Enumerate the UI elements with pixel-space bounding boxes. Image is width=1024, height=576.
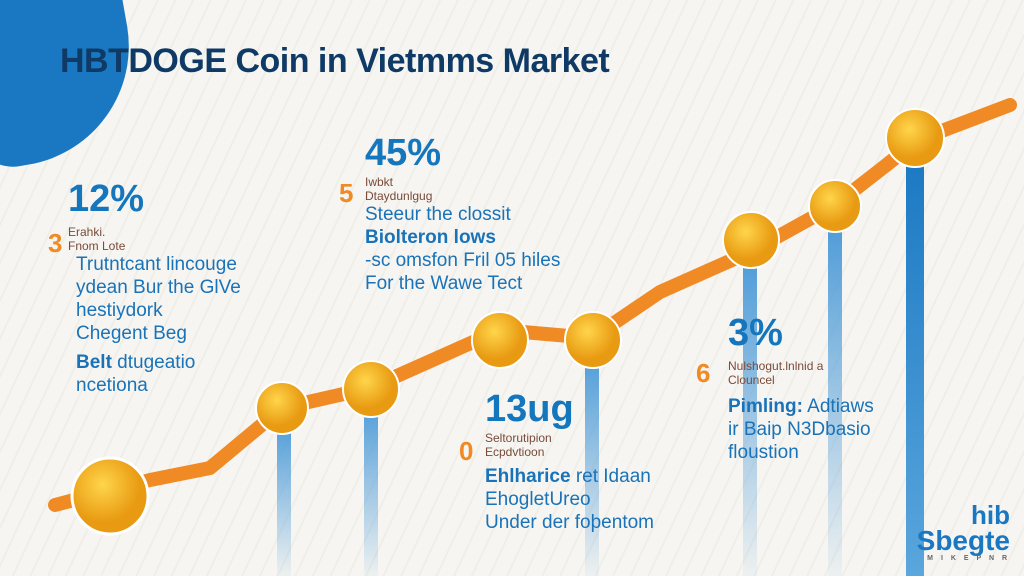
- bold-lead: Belt: [76, 352, 112, 373]
- text-line: -sc omsfon Fril 05 hiles: [365, 250, 561, 271]
- stat-percent: 12%: [68, 178, 145, 220]
- coin-icon: [808, 179, 862, 233]
- stat-text: Trutntcant lincouge ydean Bur the GlVe h…: [76, 253, 241, 397]
- bar: [828, 220, 842, 576]
- text-line: Trutntcant lincouge: [76, 254, 237, 275]
- text-line: dtugeatio: [111, 352, 196, 373]
- coin-icon: [564, 311, 622, 369]
- stat-caption: Seltorutipion Ecpdvtioon: [485, 431, 654, 459]
- bar: [585, 350, 599, 576]
- stat-caption: Iwbkt Dtaydunlgug: [365, 175, 560, 203]
- text-line: Under der foþentom: [485, 512, 654, 533]
- coin-icon: [471, 311, 529, 369]
- blue-bars: [277, 150, 924, 576]
- caption-line: Fnom Lote: [68, 239, 126, 253]
- brand-logo: hib Sbegte M I K E P N R: [916, 500, 1010, 562]
- logo-top: hib: [971, 500, 1010, 530]
- stat-text: Ehlharice ret Idaan EhogletUreo Under de…: [485, 465, 654, 534]
- stat-block-13: 13ug 0 Seltorutipion Ecpdvtioon Ehlharice…: [459, 388, 654, 534]
- coin-icon: [342, 360, 400, 418]
- stat-caption: Erahki. Fnom Lote: [68, 225, 241, 253]
- coin-icon: [70, 456, 150, 536]
- stat-caption: Nulshogut.lnlnid a Clouncel: [728, 359, 874, 387]
- text-line: ret Idaan: [570, 466, 651, 487]
- stat-percent: 3%: [728, 312, 783, 354]
- stat-block-3: 3% 6 Nulshogut.lnlnid a Clouncel Pimling:…: [696, 312, 874, 464]
- text-line: EhogletUreo: [485, 489, 591, 510]
- caption-line: Nulshogut.lnlnid a: [728, 359, 824, 373]
- stat-percent: 13ug: [485, 388, 574, 430]
- stat-block-45: 45% 5 Iwbkt Dtaydunlgug Steeur the clossi…: [339, 132, 560, 295]
- bar: [743, 255, 757, 576]
- text-line: ydean Bur the GlVe: [76, 277, 241, 298]
- stat-percent: 45%: [365, 132, 442, 174]
- bold-lead: Ehlharice: [485, 466, 571, 487]
- text-line: ir Baip N3Dbasio: [728, 419, 871, 440]
- text-line: Adtiaws: [802, 396, 874, 417]
- text-line: Steeur the clossit: [365, 204, 511, 225]
- caption-line: Clouncel: [728, 373, 775, 387]
- caption-line: Iwbkt: [365, 175, 394, 189]
- text-line: ncetiona: [76, 375, 148, 396]
- step-number: 0: [459, 436, 474, 466]
- caption-line: Seltorutipion: [485, 431, 552, 445]
- page-title: HBTDOGE Coin in Vietmms Market: [60, 42, 610, 80]
- stat-text: Pimling: Adtiaws ir Baip N3Dbasio floust…: [728, 395, 874, 464]
- coins: [70, 108, 945, 536]
- text-line: Chegent Beg: [76, 323, 187, 344]
- stat-block-12: 12% 3 Erahki. Fnom Lote Trutntcant lincou…: [48, 178, 241, 397]
- bar: [906, 150, 924, 576]
- bold-lead: Biolteron lows: [365, 227, 496, 248]
- caption-line: Erahki.: [68, 225, 106, 239]
- coin-icon: [885, 108, 945, 168]
- text-line: For the Wawe Tect: [365, 273, 523, 294]
- bar: [277, 420, 291, 576]
- step-number: 6: [696, 358, 711, 388]
- step-number: 5: [339, 178, 354, 208]
- text-line: hestiydork: [76, 300, 163, 321]
- logo-tagline: M I K E P N R: [927, 555, 1010, 562]
- caption-line: Ecpdvtioon: [485, 445, 545, 459]
- bar: [364, 400, 378, 576]
- caption-line: Dtaydunlgug: [365, 189, 433, 203]
- stat-text: Steeur the clossit Biolteron lows -sc om…: [365, 203, 560, 295]
- bold-lead: Pimling:: [728, 396, 803, 417]
- coin-icon: [255, 381, 309, 435]
- logo-main: Sbegte: [916, 525, 1010, 556]
- text-line: floustion: [728, 442, 799, 463]
- coin-icon: [722, 211, 780, 269]
- step-number: 3: [48, 228, 63, 258]
